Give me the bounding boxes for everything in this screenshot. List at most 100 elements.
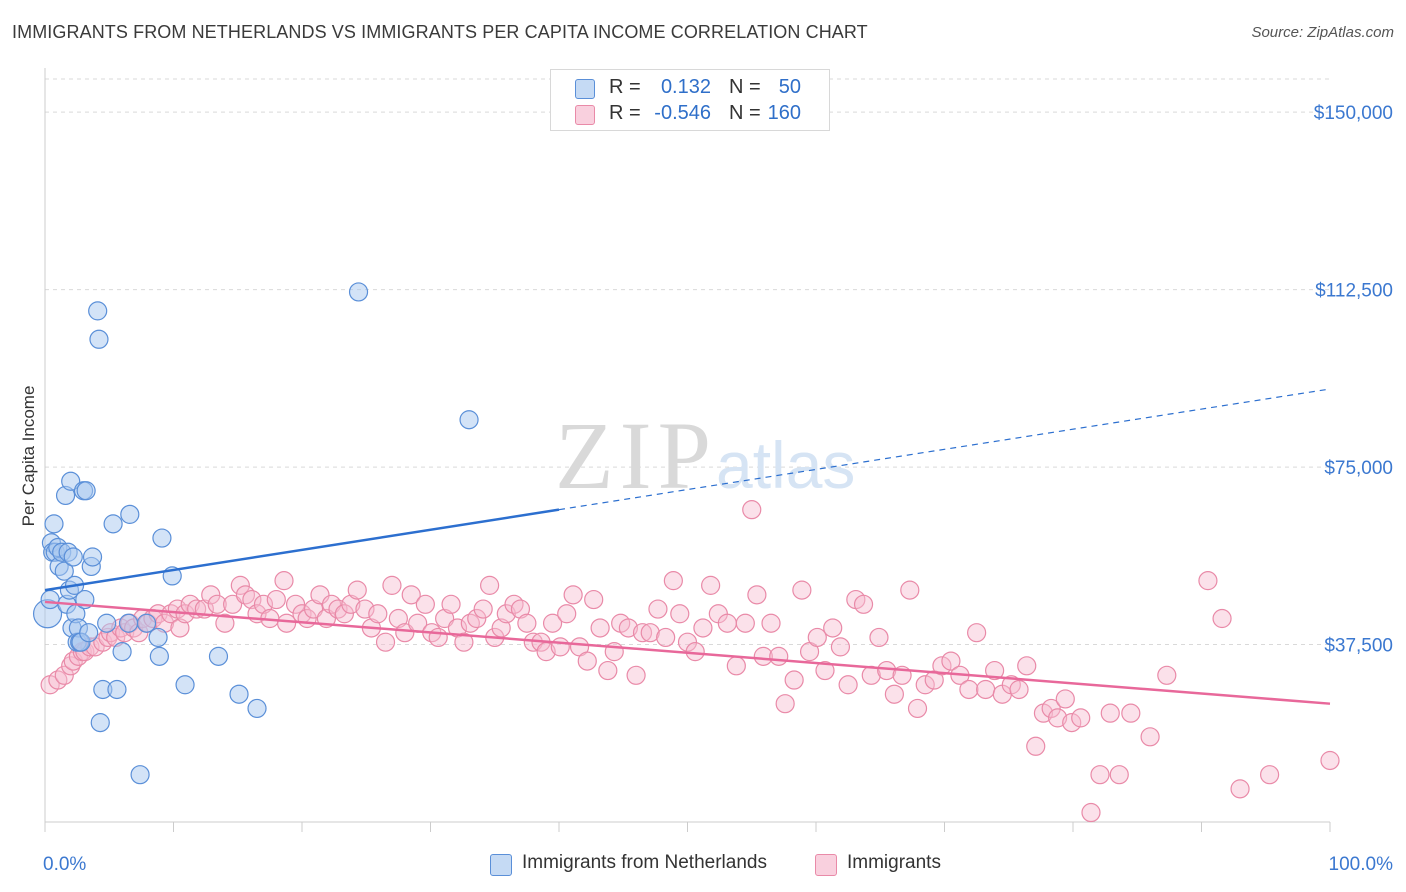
data-point-immigrants: [1009, 679, 1029, 700]
data-point-immigrants: [663, 571, 683, 591]
data-point-immigrants: [435, 608, 455, 629]
data-point-netherlands: [89, 329, 109, 349]
data-point-netherlands: [208, 646, 229, 666]
data-point-immigrants: [626, 665, 646, 685]
correlation-legend: R = 0.132 N = 50 R = -0.546 N = 160: [550, 69, 830, 131]
data-point-immigrants: [815, 660, 835, 681]
data-point-immigrants: [1260, 765, 1280, 785]
data-point-immigrants: [838, 675, 858, 695]
legend-r-value: 0.132: [660, 76, 711, 98]
legend-swatch-blue: [575, 79, 595, 99]
trend-lines: [44, 388, 1331, 705]
data-point-immigrants: [1212, 608, 1232, 629]
data-point-netherlands: [136, 613, 157, 633]
y-axis-label: Per Capita Income: [19, 386, 38, 527]
legend-r-label: R =: [609, 102, 641, 124]
data-point-immigrants: [742, 500, 762, 520]
data-point-immigrants: [590, 618, 610, 638]
data-point-immigrants: [454, 632, 474, 652]
legend-row-immigrants: R = -0.546 N = 160: [551, 101, 829, 127]
data-point-immigrants: [480, 575, 500, 595]
axes: [44, 68, 1331, 832]
source-label: Source: ZipAtlas.com: [1251, 24, 1394, 41]
legend-r-value: -0.546: [654, 102, 711, 124]
data-point-immigrants: [230, 575, 250, 595]
data-point-immigrants: [1230, 779, 1250, 799]
data-point-netherlands: [459, 410, 479, 430]
data-point-netherlands: [61, 471, 81, 491]
data-point-netherlands: [148, 627, 168, 648]
data-point-immigrants: [303, 599, 324, 619]
legend-label-immigrants: Immigrants: [847, 852, 941, 873]
data-point-immigrants: [368, 604, 388, 624]
data-point-immigrants: [1100, 703, 1120, 723]
data-point-immigrants: [1320, 750, 1340, 771]
data-point-netherlands: [97, 613, 117, 633]
data-point-immigrants: [382, 575, 402, 595]
data-point-immigrants: [648, 599, 668, 619]
data-point-immigrants: [1090, 765, 1110, 785]
data-point-immigrants: [830, 637, 851, 657]
data-point-immigrants: [207, 594, 227, 614]
data-point-immigrants: [170, 618, 190, 638]
data-point-netherlands: [118, 613, 139, 633]
watermark-zip: ZIP: [555, 402, 717, 509]
data-point-immigrants: [1071, 708, 1091, 728]
trend-line-immigrants: [44, 600, 1331, 705]
data-point-immigrants: [869, 627, 889, 648]
data-point-immigrants: [447, 618, 468, 638]
data-point-immigrants: [1157, 665, 1177, 685]
data-point-immigrants: [701, 575, 721, 595]
data-point-immigrants: [1047, 708, 1068, 728]
legend-n-value: 50: [778, 76, 801, 98]
data-point-immigrants: [557, 604, 577, 624]
data-point-immigrants: [395, 623, 415, 643]
data-point-immigrants: [355, 599, 375, 619]
data-point-immigrants: [473, 599, 493, 619]
data-point-immigrants: [784, 670, 804, 690]
data-point-immigrants: [932, 656, 952, 676]
data-point-immigrants: [510, 599, 531, 619]
data-point-immigrants: [334, 604, 355, 624]
data-point-immigrants: [563, 585, 583, 605]
x-tick-labels: 0.0% 100.0%: [43, 854, 1393, 875]
legend-swatch-pink: [815, 854, 837, 876]
data-point-immigrants: [884, 684, 904, 704]
data-point-netherlands: [103, 514, 123, 534]
data-point-immigrants: [242, 589, 262, 610]
data-point-netherlands: [348, 282, 369, 302]
data-point-immigrants: [415, 594, 435, 614]
x-tick-label: 100.0%: [1329, 854, 1394, 875]
data-point-immigrants: [54, 665, 74, 685]
data-point-netherlands: [82, 547, 103, 567]
series-immigrants-points: [40, 500, 1340, 823]
data-point-immigrants: [1081, 802, 1101, 823]
data-point-immigrants: [959, 679, 979, 700]
data-point-netherlands: [107, 679, 127, 700]
data-point-netherlands: [90, 713, 110, 733]
data-point-netherlands: [130, 765, 150, 785]
data-point-immigrants: [266, 589, 286, 610]
data-point-netherlands: [76, 481, 96, 501]
data-point-immigrants: [201, 585, 221, 605]
data-point-immigrants: [985, 660, 1005, 681]
legend-n-value: 160: [767, 102, 801, 124]
data-point-netherlands: [54, 561, 74, 581]
data-point-netherlands: [79, 623, 99, 643]
data-point-immigrants: [726, 656, 746, 676]
data-point-immigrants: [941, 651, 961, 671]
data-point-netherlands: [152, 528, 172, 548]
legend-n-label: N =: [729, 76, 761, 98]
data-point-immigrants: [517, 613, 537, 633]
trend-line-netherlands-extension: [558, 388, 1331, 511]
y-tick-label: $37,500: [1324, 636, 1393, 657]
data-point-netherlands: [175, 675, 195, 695]
data-point-immigrants: [223, 594, 243, 614]
data-point-immigrants: [1055, 689, 1075, 709]
data-point-immigrants: [1109, 765, 1129, 785]
data-point-immigrants: [550, 637, 570, 657]
data-point-immigrants: [274, 571, 294, 591]
data-point-immigrants: [717, 613, 737, 633]
data-point-immigrants: [670, 604, 690, 624]
